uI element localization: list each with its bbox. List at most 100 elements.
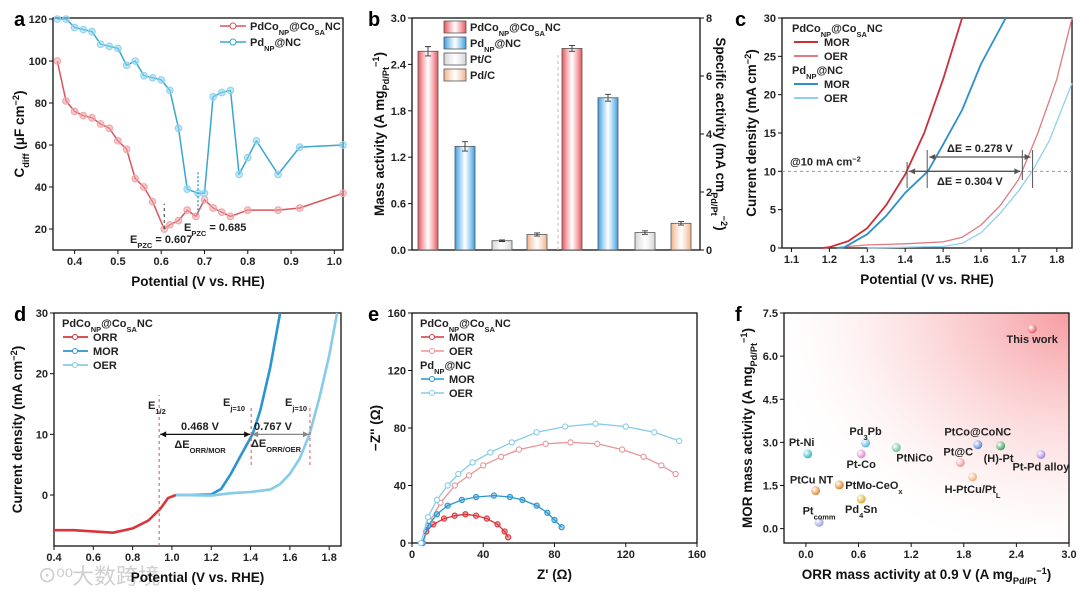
plot-frame [52, 17, 344, 251]
series-line [420, 423, 680, 544]
legend-swatch [443, 52, 467, 66]
x-tick-label: 1.0 [327, 256, 342, 268]
y-tick-label: 6.0 [763, 351, 778, 363]
y-axis-label: Cdiff (μF cm−2) [11, 91, 31, 178]
bar [491, 240, 513, 251]
data-point [814, 517, 824, 527]
watermark-text: 大数跨境 [72, 564, 160, 589]
data-point [487, 449, 494, 456]
data-point [122, 61, 131, 70]
point-label: Pt-Ni [789, 437, 815, 449]
x-tick-label: 80 [548, 549, 560, 561]
x-tick-label: 120 [617, 549, 635, 561]
y-tick-label: 0.6 [391, 199, 406, 211]
plot-frame [783, 312, 1070, 544]
data-point [458, 496, 466, 504]
y-tick-label: 80 [35, 98, 47, 110]
error-bar [425, 46, 431, 57]
data-point [174, 124, 183, 133]
x-tick-label: 1.3 [860, 254, 875, 266]
y-tick-label: 100 [29, 56, 47, 68]
y-tick-label: 160 [388, 308, 406, 320]
series-line [422, 513, 509, 544]
delta-mor-value: 0.468 V [181, 421, 220, 433]
data-point [243, 206, 252, 214]
data-point [856, 449, 866, 459]
legend-marker [429, 376, 435, 382]
bar [561, 48, 583, 251]
data-point [973, 440, 983, 450]
y-axis-label: −Z'' (Ω) [368, 405, 383, 451]
series-line [836, 17, 1073, 249]
point-label: PtNiCo [896, 453, 933, 465]
y2-tick-label: 6 [706, 71, 712, 83]
data-point [217, 88, 226, 97]
data-point [226, 212, 235, 221]
data-point [339, 141, 347, 149]
y-tick-label: 15 [764, 128, 776, 140]
data-point [252, 136, 261, 145]
legend-label: MOR [449, 332, 475, 344]
y2-tick-label: 4 [706, 129, 713, 141]
data-point [114, 136, 122, 145]
panel-letter: a [14, 9, 26, 31]
legend-label: Pd/C [470, 70, 495, 82]
legend-group-title: PdCoNP@CoSANC [792, 23, 883, 39]
y-tick-label: 0 [770, 243, 776, 255]
data-point [200, 195, 209, 204]
delta-oer-label: ΔEORR/OER [251, 438, 302, 454]
panel-letter: d [14, 304, 26, 326]
y-tick-label: 3.0 [763, 437, 778, 449]
y-tick-label: 1.8 [391, 106, 406, 118]
legend-label: OER [449, 388, 473, 400]
y-tick-label: 20 [36, 369, 48, 381]
data-point [295, 204, 304, 212]
y-tick-label: 3.0 [391, 13, 406, 25]
data-point [558, 524, 565, 531]
y-tick-label: 5 [770, 205, 776, 217]
error-bar [569, 45, 575, 52]
x-tick-label: 0.7 [197, 256, 212, 268]
plot-frame [53, 312, 342, 547]
data-point [440, 515, 448, 522]
error-bar [462, 141, 468, 152]
legend-title: PdCoNP@CoSANC [62, 318, 153, 334]
data-point [88, 27, 96, 36]
legend-marker [229, 38, 237, 46]
data-point [803, 449, 813, 459]
data-point [494, 521, 501, 528]
point-label: PtCu NT [790, 475, 834, 487]
x-tick-label: 0.6 [851, 549, 866, 561]
data-point [676, 437, 683, 445]
data-point [140, 183, 148, 191]
legend-group-title: PdCoNP@CoSANC [420, 318, 511, 334]
data-point [542, 440, 549, 447]
data-point [497, 453, 505, 460]
y-tick-label: 40 [394, 481, 406, 493]
data-point [567, 439, 574, 446]
data-point [131, 174, 140, 183]
y-axis-label: MOR mass activity (A mgPd/Pt−1) [739, 328, 759, 528]
data-point [114, 44, 122, 53]
data-point [166, 220, 174, 229]
highlight-gradient [784, 313, 1069, 543]
data-point [483, 515, 490, 522]
bar [634, 232, 656, 251]
data-point [1027, 324, 1037, 334]
y-tick-label: 20 [764, 90, 776, 102]
x-tick-label: 0.6 [86, 552, 101, 564]
data-point [651, 429, 658, 436]
data-point [295, 143, 304, 151]
x-tick-label: 1.8 [956, 549, 971, 561]
data-point [200, 189, 209, 198]
series-line [422, 494, 563, 544]
data-point [891, 443, 901, 453]
data-point [640, 453, 647, 460]
point-label: Ptcomm [803, 505, 836, 521]
y-axis-label: Current density (mA cm−2) [9, 346, 25, 514]
x-tick-label: 0.9 [283, 256, 298, 268]
data-point [235, 170, 243, 179]
bar [526, 234, 548, 251]
data-point [96, 120, 105, 128]
data-point [622, 423, 629, 430]
